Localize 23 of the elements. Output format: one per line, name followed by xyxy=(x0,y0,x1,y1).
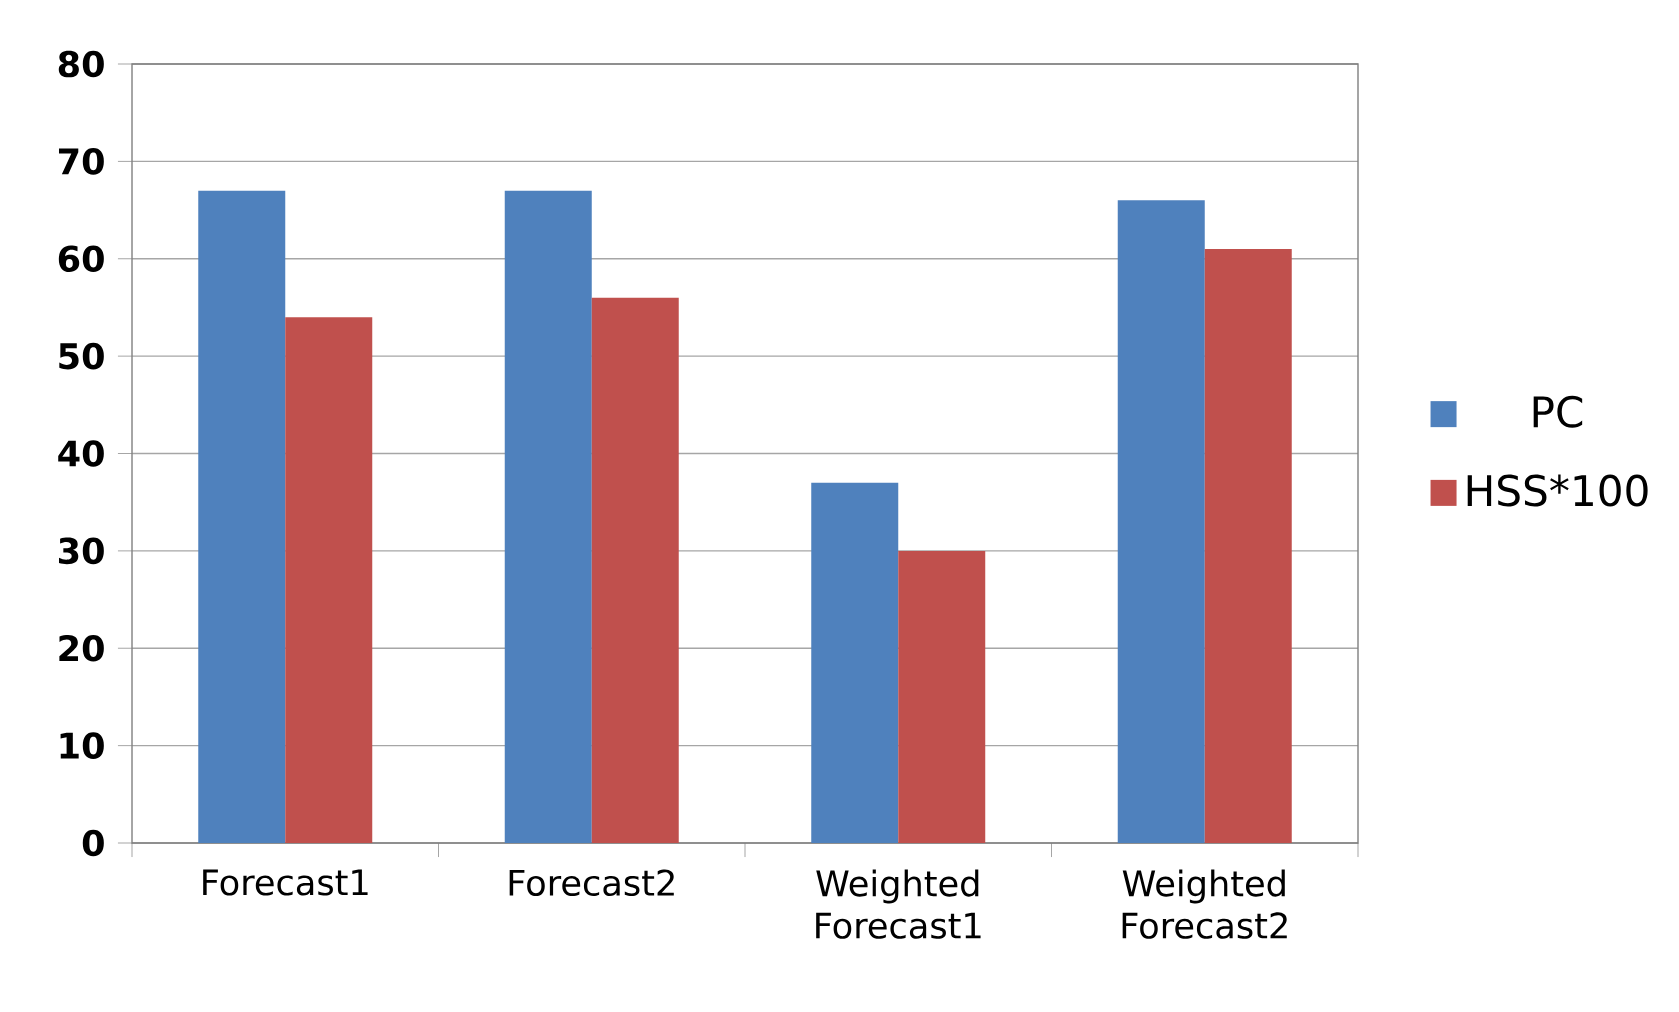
x-tick-label: Forecast1 xyxy=(203,869,368,896)
y-tick-label: 30 xyxy=(58,537,104,565)
x-tick-label: Forecast2 xyxy=(509,869,674,897)
y-tick-label: 0 xyxy=(82,829,104,857)
y-tick-label: 10 xyxy=(60,732,104,759)
legend-label: HSS*100 xyxy=(1467,474,1648,507)
bar xyxy=(1117,200,1205,843)
x-tick-label: Weighted Forecast1 xyxy=(816,869,981,939)
y-tick-label: 40 xyxy=(58,440,104,467)
y-tick-label: 70 xyxy=(58,148,104,175)
bar xyxy=(198,190,286,843)
y-tick-label: 50 xyxy=(59,342,104,370)
y-tick-label: 80 xyxy=(58,50,104,78)
x-tick-label: Weighted Forecast2 xyxy=(1122,869,1287,939)
bar xyxy=(504,190,592,843)
bar xyxy=(898,550,986,843)
y-tick-label: 20 xyxy=(59,634,104,662)
y-tick-label: 60 xyxy=(58,245,104,273)
bar xyxy=(591,297,679,843)
bar xyxy=(285,317,373,843)
legend-label: PC xyxy=(1533,395,1583,428)
bar xyxy=(811,482,899,843)
bar xyxy=(1204,249,1292,843)
